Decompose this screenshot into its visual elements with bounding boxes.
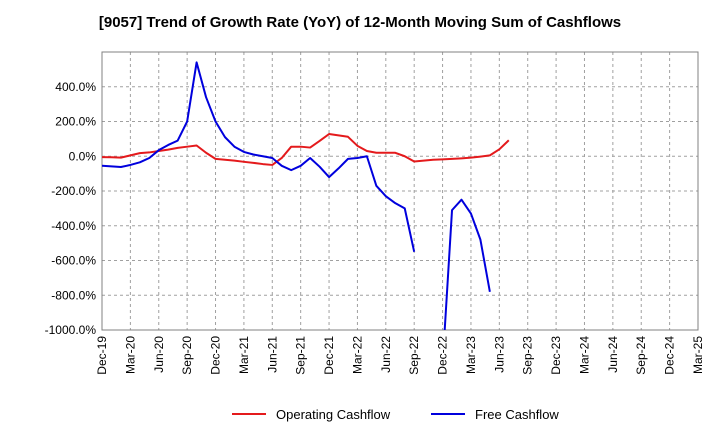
y-tick-label: -400.0% xyxy=(51,219,96,233)
y-tick-label: -600.0% xyxy=(51,254,96,268)
x-tick-label: Mar-25 xyxy=(691,336,705,374)
y-tick-label: -800.0% xyxy=(51,288,96,302)
x-tick-label: Sep-24 xyxy=(634,336,648,375)
chart-title: [9057] Trend of Growth Rate (YoY) of 12-… xyxy=(98,14,622,31)
y-tick-label: 0.0% xyxy=(69,149,97,163)
x-tick-label: Jun-21 xyxy=(265,336,279,373)
legend-label: Operating Cashflow xyxy=(276,407,391,422)
x-tick-label: Mar-23 xyxy=(464,336,478,374)
x-tick-label: Sep-22 xyxy=(407,336,421,375)
y-tick-label: 200.0% xyxy=(55,115,96,129)
series-line-operating-cashflow xyxy=(102,133,510,166)
x-tick-label: Jun-24 xyxy=(606,336,620,373)
plot-frame xyxy=(101,51,699,331)
x-tick-label: Mar-20 xyxy=(123,336,137,374)
x-tick-label: Sep-20 xyxy=(180,336,194,375)
x-tick-label: Mar-22 xyxy=(350,336,364,374)
y-tick-label: 400.0% xyxy=(55,80,96,94)
x-tick-label: Sep-23 xyxy=(521,336,535,375)
y-tick-label: -200.0% xyxy=(51,184,96,198)
x-tick-label: Jun-23 xyxy=(492,336,506,373)
x-tick-label: Dec-21 xyxy=(322,336,336,375)
x-tick-label: Dec-23 xyxy=(549,336,563,375)
x-tick-label: Dec-20 xyxy=(209,336,223,375)
x-tick-label: Jun-22 xyxy=(379,336,393,373)
series-layer xyxy=(102,61,510,330)
x-tick-label: Mar-24 xyxy=(577,336,591,374)
series-line-free-cashflow xyxy=(102,61,491,330)
x-tick-label: Mar-21 xyxy=(237,336,251,374)
x-tick-label: Sep-21 xyxy=(294,336,308,375)
legend: Operating Cashflow Free Cashflow xyxy=(232,407,559,422)
x-tick-label: Dec-19 xyxy=(95,336,109,375)
y-tick-label: -1000.0% xyxy=(45,323,97,337)
legend-label: Free Cashflow xyxy=(475,407,559,422)
x-tick-label: Jun-20 xyxy=(152,336,166,373)
x-tick-label: Dec-22 xyxy=(436,336,450,375)
x-tick-layer: Dec-19 Mar-20 Jun-20 Sep-20 Dec-20 Mar-21 Jun-… xyxy=(95,336,705,375)
x-tick-label: Dec-24 xyxy=(663,336,677,375)
y-tick-layer: 400.0% 200.0% 0.0% -200.0% -400.0% -600.0% -80… xyxy=(45,80,97,337)
